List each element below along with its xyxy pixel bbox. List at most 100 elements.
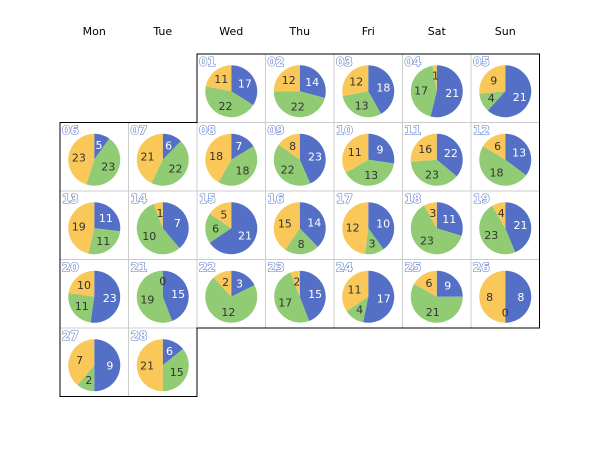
slice-value-label: 18 — [490, 167, 504, 180]
weekday-label-sat: Sat — [428, 25, 447, 38]
slice-value-label: 9 — [377, 144, 384, 157]
slice-value-label: 21 — [513, 91, 527, 104]
pie-slice — [162, 202, 189, 249]
slice-value-label: 19 — [140, 294, 154, 307]
pie-slice — [162, 339, 184, 366]
day-number: 07 — [131, 124, 148, 138]
day-pie — [342, 65, 395, 118]
pie-slice — [77, 365, 95, 392]
slice-value-label: 15 — [171, 288, 185, 301]
pie-slice — [432, 65, 437, 92]
slice-value-label: 10 — [142, 230, 156, 243]
weekday-label-sun: Sun — [495, 25, 516, 38]
slice-value-label: 7 — [235, 140, 242, 153]
slice-value-label: 11 — [214, 73, 228, 86]
day-cell-07: 6 22 21 07 — [128, 122, 198, 192]
pie-slice — [479, 91, 506, 111]
calendar-grid: 1722110114221202181312032117104214905523… — [59, 53, 540, 397]
day-cell-15: 21 65 15 — [196, 190, 266, 260]
pie-slice — [436, 202, 463, 236]
pie-slice — [90, 270, 121, 323]
slice-value-label: 11 — [96, 235, 110, 248]
pie-slice — [231, 133, 254, 160]
slice-value-label: 3 — [236, 277, 243, 290]
slice-value-label: 6 — [165, 139, 172, 152]
slice-value-label: 10 — [77, 279, 91, 292]
slice-value-label: 17 — [238, 78, 252, 91]
slice-value-label: 21 — [426, 306, 440, 319]
slice-value-label: 3 — [369, 237, 376, 250]
slice-value-label: 23 — [425, 169, 439, 182]
day-number: 10 — [336, 124, 353, 138]
day-number: 23 — [268, 261, 285, 275]
pie-slice — [410, 205, 462, 255]
slice-value-label: 9 — [444, 280, 451, 293]
day-number: 04 — [405, 55, 422, 69]
pie-slice — [368, 65, 395, 114]
pie-slice — [410, 159, 457, 186]
pie-slice — [299, 270, 326, 321]
day-cell-28: 6 15 21 28 — [128, 327, 198, 397]
pie-slice — [483, 133, 506, 160]
day-number: 01 — [199, 55, 216, 69]
slice-value-label: 17 — [377, 292, 391, 305]
pie-slice — [278, 133, 300, 160]
slice-value-label: 1 — [157, 207, 164, 220]
day-cell-16: 148 15 16 — [265, 190, 335, 260]
pie-slice — [299, 202, 326, 248]
pie-slice — [273, 91, 325, 118]
pie-slice — [363, 270, 395, 323]
pie-slice — [231, 270, 255, 297]
slice-value-label: 23 — [72, 151, 86, 164]
slice-value-label: 15 — [308, 288, 322, 301]
pie-slice — [136, 203, 180, 255]
day-cell-21: 15 19 0 21 — [128, 259, 198, 329]
slice-value-label: 21 — [140, 359, 154, 372]
pie-slice — [346, 296, 369, 323]
day-number: 12 — [473, 124, 490, 138]
day-cell-04: 21 17 1 04 — [402, 53, 472, 123]
slice-value-label: 21 — [514, 219, 528, 232]
weekday-label-thu: Thu — [288, 25, 310, 38]
pie-slice — [205, 86, 254, 118]
slice-value-label: 12 — [221, 306, 235, 319]
slice-value-label: 6 — [425, 277, 432, 290]
day-number: 02 — [268, 55, 285, 69]
slice-value-label: 5 — [220, 208, 227, 221]
day-number: 25 — [405, 261, 422, 275]
day-pie — [410, 133, 463, 186]
slice-value-label: 8 — [517, 291, 524, 304]
day-pie — [273, 133, 326, 186]
day-cell-13: 11 11 19 13 — [59, 190, 129, 260]
pie-slice — [368, 133, 395, 164]
pie-slice — [410, 283, 463, 323]
slice-value-label: 15 — [278, 218, 292, 231]
pie-slice — [68, 202, 95, 254]
slice-value-label: 2 — [293, 275, 300, 288]
pie-slice — [273, 65, 300, 92]
slice-value-label: 21 — [141, 150, 155, 163]
pie-slice — [162, 349, 189, 392]
pie-slice — [342, 91, 381, 118]
pie-slice — [68, 293, 95, 323]
slice-value-label: 2 — [85, 374, 92, 387]
day-cell-05: 21 4 905 — [470, 53, 540, 123]
slice-value-label: 4 — [498, 207, 505, 220]
slice-value-label: 22 — [281, 164, 295, 177]
pie-slice — [151, 141, 189, 186]
pie-slice — [342, 65, 369, 96]
pie-slice — [86, 138, 121, 186]
calendar-outline — [59, 53, 540, 397]
slice-value-label: 7 — [174, 217, 181, 230]
day-pie — [410, 270, 463, 323]
slice-value-label: 2 — [222, 276, 229, 289]
day-pie — [68, 133, 121, 186]
pie-slice — [368, 202, 395, 250]
slice-value-label: 13 — [512, 147, 526, 160]
day-pie — [410, 202, 463, 255]
day-pie — [68, 270, 121, 323]
day-number: 15 — [199, 192, 216, 206]
day-pie — [136, 202, 189, 255]
day-pie — [68, 202, 121, 255]
